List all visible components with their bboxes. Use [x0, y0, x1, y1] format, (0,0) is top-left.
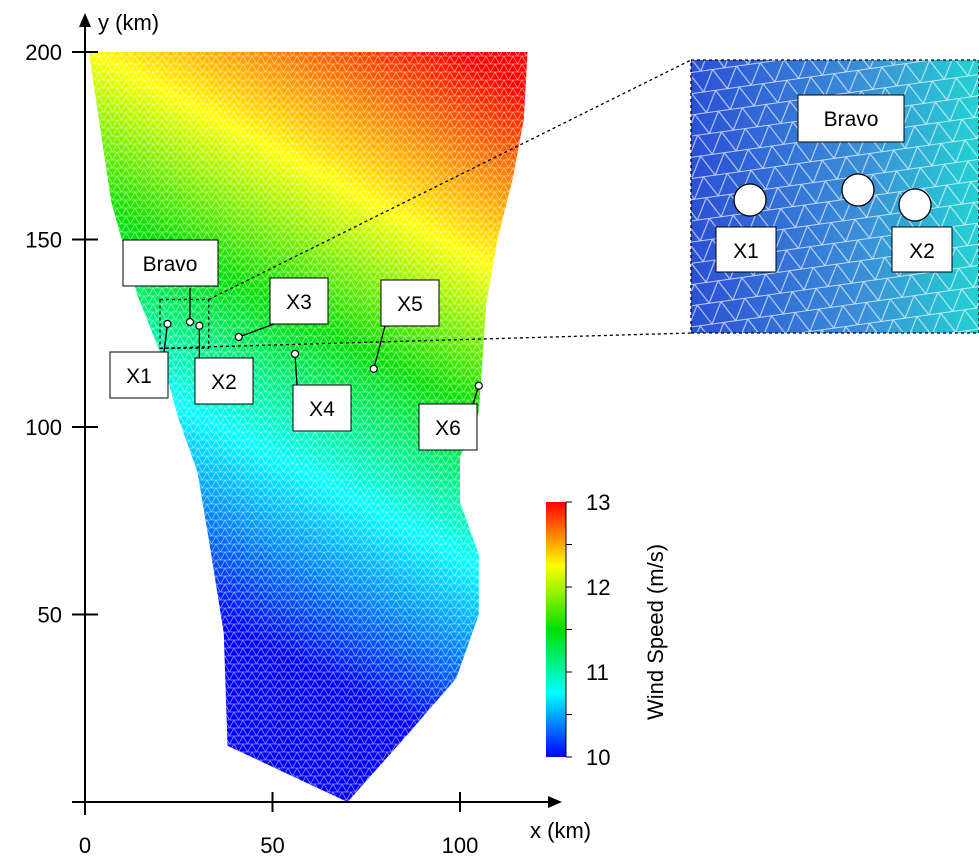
inset-marker-x2: [898, 188, 932, 222]
x-tick-label-100: 100: [442, 833, 479, 857]
point-label-x5: X5: [397, 293, 423, 316]
point-marker-x6: [474, 381, 483, 390]
colorbar-gradient: [546, 502, 566, 757]
inset-title: Bravo: [824, 108, 879, 131]
site-box-bravo: [122, 239, 219, 287]
y-axis-arrow: [79, 13, 91, 27]
point-label-x2: X2: [211, 371, 237, 394]
point-label-x3: X3: [286, 291, 312, 314]
colorbar-ticks: 10 11 12 13: [566, 490, 610, 770]
label-box-x5: [380, 279, 440, 327]
point-label-x6: X6: [435, 417, 461, 440]
point-marker-x3: [234, 332, 243, 342]
bravo-zoom-box: [159, 59, 692, 349]
label-box-x3: [269, 277, 329, 325]
inset-title-box: [797, 94, 905, 143]
point-marker-x1: [163, 319, 172, 328]
point-label-x4: X4: [309, 398, 335, 421]
leader-x4: [294, 353, 298, 386]
label-box-x6: [418, 403, 478, 451]
point-label-x1: X1: [126, 365, 152, 388]
leader-x1: [163, 323, 169, 353]
colorbar-tick-label-13: 13: [586, 490, 610, 515]
colorbar-tick-label-12: 12: [586, 575, 610, 600]
y-ticks: 50 100 150 200: [25, 40, 98, 628]
inset-label-x1: X1: [733, 240, 759, 263]
leader-x3: [238, 323, 275, 338]
point-marker-x4: [290, 349, 300, 358]
colorbar-tick-label-11: 11: [586, 660, 609, 685]
colorbar-tick-label-10: 10: [586, 745, 610, 770]
x-ticks: 0 50 100: [79, 792, 478, 857]
axes: x (km) y (km) 0 50 100 50 100 150 200: [25, 10, 591, 857]
point-marker-x5: [369, 364, 378, 373]
label-box-x4: [292, 384, 352, 432]
x-axis-title: x (km): [530, 818, 591, 843]
zoom-connector-bottom: [159, 332, 692, 349]
point-marker-x2: [195, 321, 204, 330]
inset-label-box-x2: [891, 226, 953, 273]
y-tick-label-50: 50: [38, 603, 62, 628]
inset-label-x2: X2: [909, 240, 935, 263]
label-box-x1: [109, 351, 169, 399]
x-axis-arrow: [548, 796, 562, 808]
y-tick-label-150: 150: [25, 228, 62, 253]
point-annotations: Bravo X1 X2 X3 X4 X5 X6: [109, 239, 483, 451]
inset-label-box-x1: [715, 226, 777, 273]
inset-marker-bravo: [841, 173, 875, 207]
x-tick-label-0: 0: [79, 833, 91, 857]
y-tick-label-200: 200: [25, 40, 62, 65]
y-tick-label-100: 100: [25, 415, 62, 440]
leader-x5: [373, 325, 386, 370]
site-label-bravo: Bravo: [143, 253, 198, 276]
bravo-inset: Bravo X1 X2: [690, 59, 979, 334]
colorbar-title: Wind Speed (m/s): [643, 544, 668, 720]
zoom-source-rect: [159, 298, 210, 349]
colorbar: 10 11 12 13 Wind Speed (m/s): [546, 490, 668, 770]
y-axis-title: y (km): [98, 10, 159, 35]
label-box-x2: [194, 357, 254, 405]
inset-border: [690, 59, 979, 334]
x-tick-label-50: 50: [260, 833, 284, 857]
inset-marker-x1: [733, 183, 767, 217]
site-marker-bravo: [185, 317, 195, 327]
